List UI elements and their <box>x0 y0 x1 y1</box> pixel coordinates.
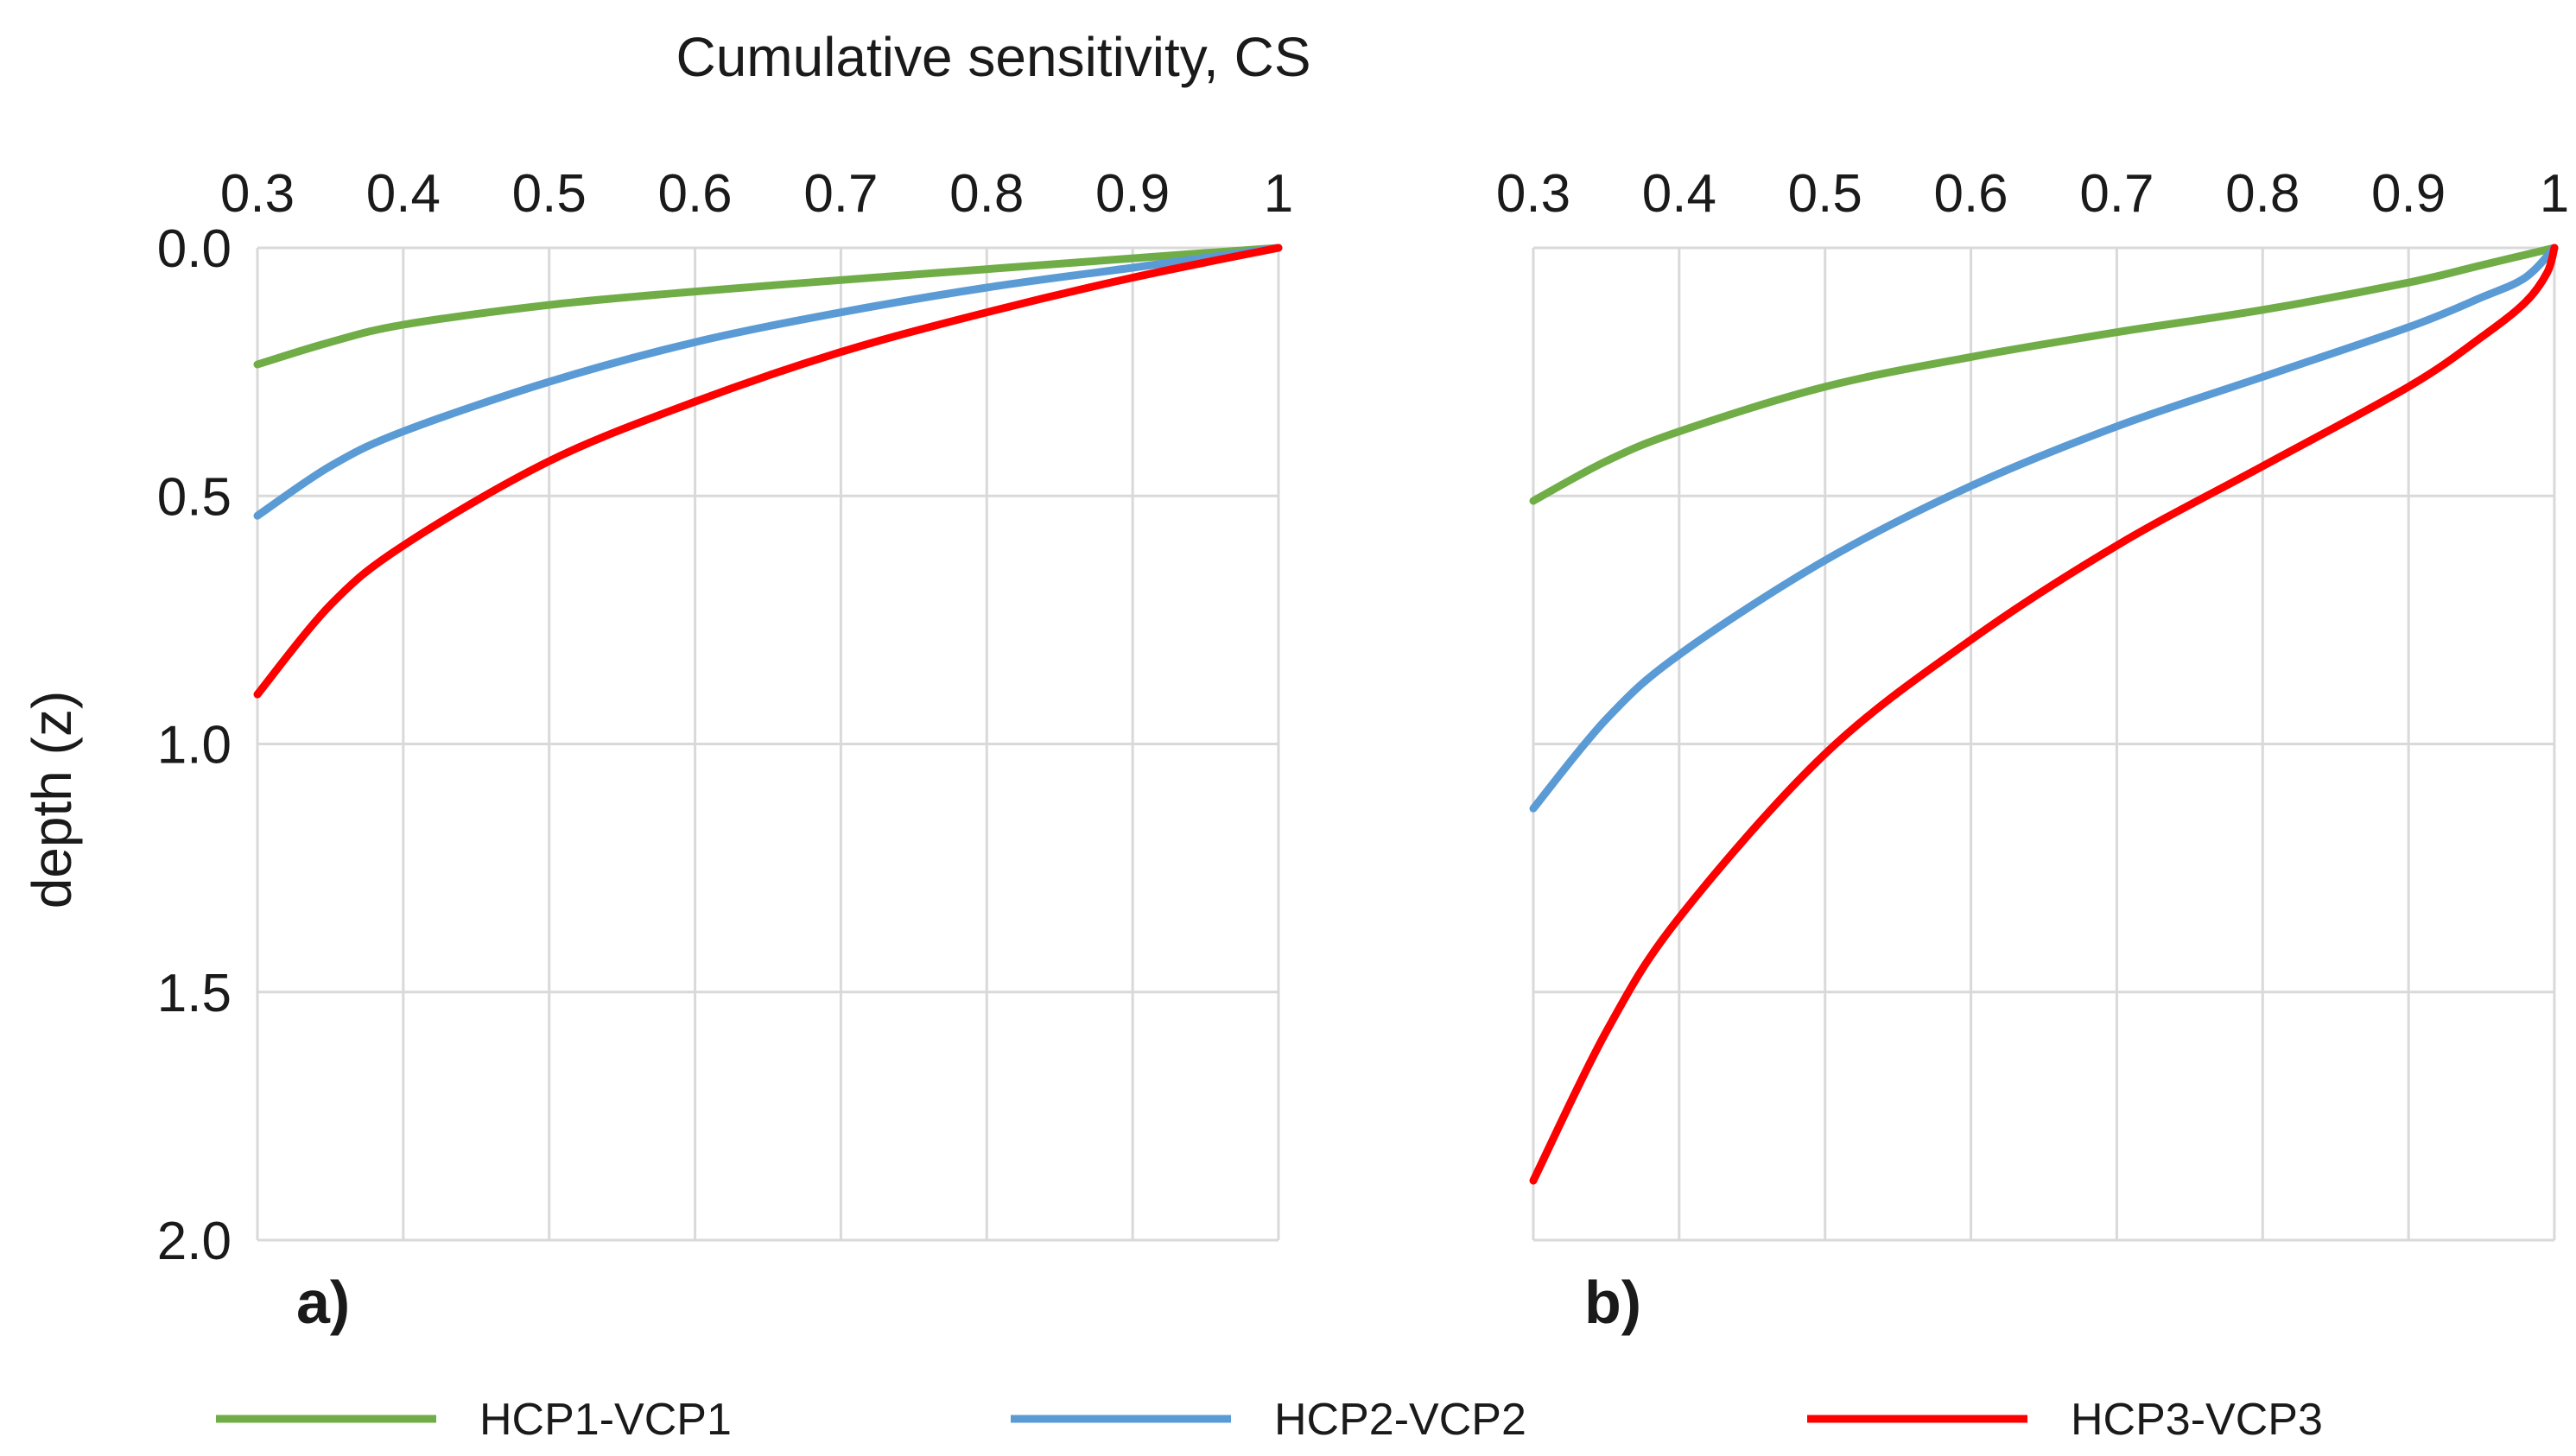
series-line-b-hcp2-vcp2 <box>1529 244 2559 813</box>
x-tick-label-a: 0.9 <box>1095 164 1170 224</box>
panel-a-label: a) <box>296 1269 350 1336</box>
x-tick-label-a: 0.5 <box>512 164 587 224</box>
x-tick-label-b: 0.7 <box>2079 164 2154 224</box>
panel-a: 0.3 0.4 0.5 0.6 0.7 0.8 0.9 1 0.0 0.5 1.0 1.5 2.0 <box>157 164 1293 1271</box>
x-tick-label-a: 0.7 <box>803 164 878 224</box>
y-tick-label: 1.0 <box>157 716 232 775</box>
y-tick-label: 0.0 <box>157 219 232 279</box>
x-tick-label-a: 1 <box>1264 164 1293 224</box>
panel-b: 0.3 0.4 0.5 0.6 0.7 0.8 0.9 1 <box>1496 164 2569 1242</box>
series-line-b-hcp1-vcp1 <box>1529 244 2559 505</box>
x-tick-label-b: 0.5 <box>1788 164 1862 224</box>
series-line-a-hcp1-vcp1 <box>253 244 1283 369</box>
y-axis-label: depth (z) <box>21 691 83 909</box>
legend-label-hcp3: HCP3-VCP3 <box>2071 1395 2323 1445</box>
y-tick-label: 1.5 <box>157 964 232 1023</box>
series-line-b-hcp3-vcp3 <box>1529 244 2559 1185</box>
legend-label-hcp2: HCP2-VCP2 <box>1274 1395 1526 1445</box>
chart-title: Cumulative sensitivity, CS <box>676 26 1310 88</box>
x-tick-label-a: 0.4 <box>366 164 441 224</box>
x-tick-label-b: 1 <box>2540 164 2569 224</box>
y-tick-label: 0.5 <box>157 467 232 527</box>
legend: HCP1-VCP1 HCP2-VCP2 HCP3-VCP3 <box>216 1395 2323 1445</box>
x-tick-label-a: 0.6 <box>657 164 732 224</box>
x-tick-label-b: 0.9 <box>2371 164 2446 224</box>
x-tick-label-b: 0.3 <box>1496 164 1570 224</box>
x-tick-label-b: 0.6 <box>1933 164 2008 224</box>
x-tick-label-b: 0.8 <box>2225 164 2300 224</box>
series-line-a-hcp2-vcp2 <box>253 244 1283 520</box>
series-line-a-hcp3-vcp3 <box>253 244 1283 699</box>
y-tick-label: 2.0 <box>157 1212 232 1271</box>
x-tick-label-b: 0.4 <box>1642 164 1716 224</box>
panel-b-label: b) <box>1584 1269 1641 1336</box>
legend-label-hcp1: HCP1-VCP1 <box>479 1395 732 1445</box>
x-tick-label-a: 0.8 <box>949 164 1024 224</box>
x-tick-label-a: 0.3 <box>220 164 295 224</box>
